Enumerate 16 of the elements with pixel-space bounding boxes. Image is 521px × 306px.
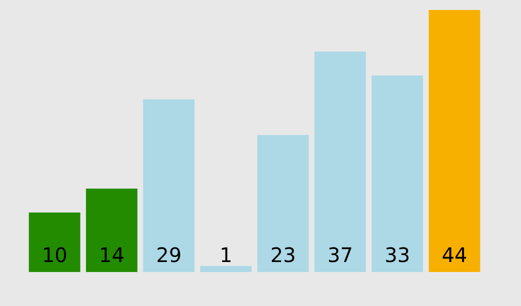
- bar: [428, 10, 480, 272]
- bar: [257, 135, 309, 272]
- bar: [314, 52, 366, 272]
- data-label: 14: [98, 243, 124, 268]
- bar: [200, 266, 252, 272]
- data-label: 44: [442, 243, 468, 268]
- data-label: 37: [327, 243, 353, 268]
- bar: [372, 76, 424, 272]
- bar: [86, 188, 138, 272]
- bar: [143, 99, 195, 272]
- data-label: 33: [384, 243, 410, 268]
- data-label: 10: [42, 243, 68, 268]
- bar: [28, 212, 80, 272]
- data-label: 1: [220, 243, 232, 268]
- data-label: 29: [156, 243, 182, 268]
- data-label: 23: [270, 243, 296, 268]
